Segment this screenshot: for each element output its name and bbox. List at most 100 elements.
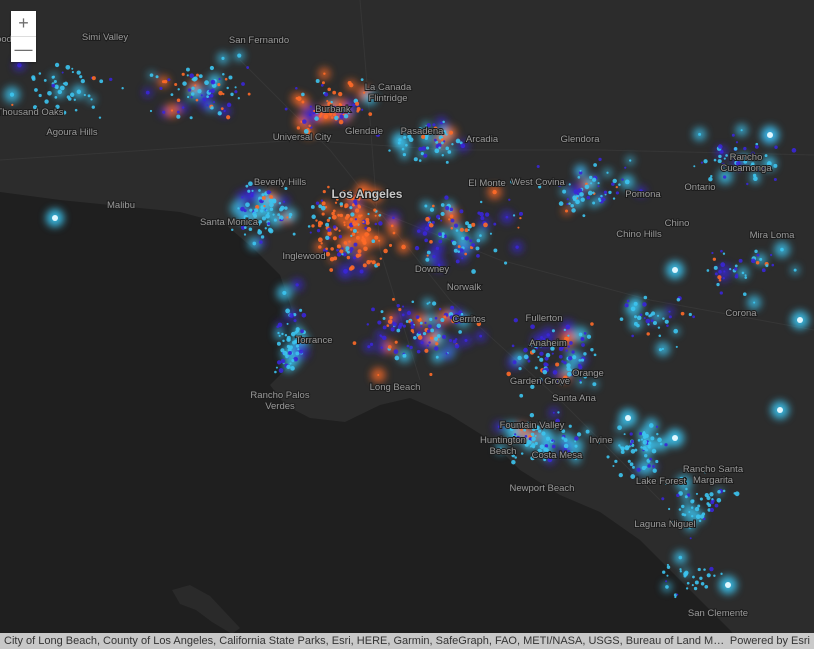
- dot: [686, 581, 690, 585]
- dot: [47, 90, 52, 96]
- dot: [189, 73, 195, 79]
- dot: [590, 322, 594, 326]
- dot: [210, 106, 214, 110]
- dot: [716, 282, 720, 287]
- dot: [606, 171, 609, 174]
- dot: [544, 356, 549, 361]
- dot: [750, 151, 756, 156]
- dot: [597, 182, 600, 185]
- dot: [186, 74, 189, 77]
- dot: [629, 432, 633, 436]
- dot: [290, 331, 296, 337]
- dot: [418, 146, 423, 152]
- dot: [248, 181, 253, 187]
- dot: [377, 373, 380, 376]
- dot: [755, 261, 760, 265]
- dot: [316, 228, 321, 233]
- dot: [570, 451, 575, 456]
- dot: [364, 242, 367, 245]
- dot: [327, 185, 330, 189]
- dot: [511, 453, 515, 458]
- dot: [720, 249, 723, 253]
- place-label: Malibu: [107, 200, 135, 211]
- dot: [476, 238, 481, 243]
- dot: [282, 350, 288, 356]
- dot: [336, 244, 341, 249]
- dot: [379, 257, 383, 260]
- dot: [294, 339, 298, 344]
- place-label: West Covina: [511, 177, 565, 188]
- dot: [615, 191, 620, 195]
- dot: [410, 321, 414, 326]
- dot: [350, 196, 355, 201]
- dot: [743, 160, 748, 164]
- dot: [471, 243, 475, 247]
- dot: [421, 146, 427, 151]
- dot: [534, 425, 540, 431]
- dot: [364, 232, 369, 237]
- dot: [551, 329, 555, 333]
- dot: [544, 342, 548, 347]
- dot: [353, 256, 357, 260]
- dot: [645, 448, 648, 452]
- dot: [330, 116, 334, 119]
- powered-by[interactable]: Powered by Esri: [729, 635, 810, 647]
- dot: [287, 350, 292, 355]
- dot: [759, 257, 763, 261]
- place-label: Verdes: [265, 401, 295, 412]
- dot: [611, 182, 615, 186]
- dot: [267, 212, 270, 215]
- dot: [358, 214, 362, 218]
- dot: [405, 143, 408, 147]
- dot: [426, 329, 431, 333]
- dot: [695, 492, 699, 495]
- dot: [286, 216, 289, 219]
- dot: [626, 299, 630, 303]
- place-label: Simi Valley: [82, 32, 129, 43]
- dot: [571, 208, 576, 213]
- dot: [666, 563, 669, 566]
- dot: [325, 251, 331, 257]
- dot: [703, 470, 707, 474]
- dot: [350, 212, 355, 217]
- dot: [523, 347, 528, 353]
- dot: [390, 224, 394, 228]
- dot: [575, 199, 580, 205]
- dot: [275, 366, 278, 369]
- dot: [438, 232, 442, 237]
- dot: [278, 334, 281, 337]
- dot: [435, 342, 439, 346]
- dot: [149, 73, 154, 77]
- place-label: Mira Loma: [750, 230, 796, 241]
- dot: [733, 492, 736, 495]
- dot: [713, 158, 717, 162]
- dot: [389, 315, 393, 320]
- place-label: Flintridge: [368, 93, 407, 104]
- dot: [704, 584, 709, 589]
- dot: [442, 130, 447, 135]
- dot: [573, 189, 579, 195]
- dot: [756, 253, 760, 257]
- dot: [413, 335, 417, 340]
- zoom-in-button[interactable]: +: [18, 13, 29, 33]
- dot: [237, 53, 242, 58]
- place-label: Newport Beach: [510, 483, 575, 494]
- dot: [237, 207, 240, 210]
- dot: [717, 159, 722, 164]
- dot: [352, 341, 357, 345]
- dot: [438, 239, 443, 244]
- zoom-out-button[interactable]: —: [11, 36, 36, 62]
- dot: [464, 338, 468, 342]
- dot: [366, 323, 370, 326]
- dot: [691, 515, 694, 518]
- dot: [420, 341, 424, 345]
- dot: [774, 145, 778, 149]
- dot: [241, 196, 244, 199]
- dot: [458, 330, 462, 334]
- dot: [518, 366, 522, 371]
- dot: [405, 320, 409, 323]
- dot: [159, 86, 163, 90]
- place-label: La Canada: [365, 82, 412, 93]
- dot: [576, 432, 582, 437]
